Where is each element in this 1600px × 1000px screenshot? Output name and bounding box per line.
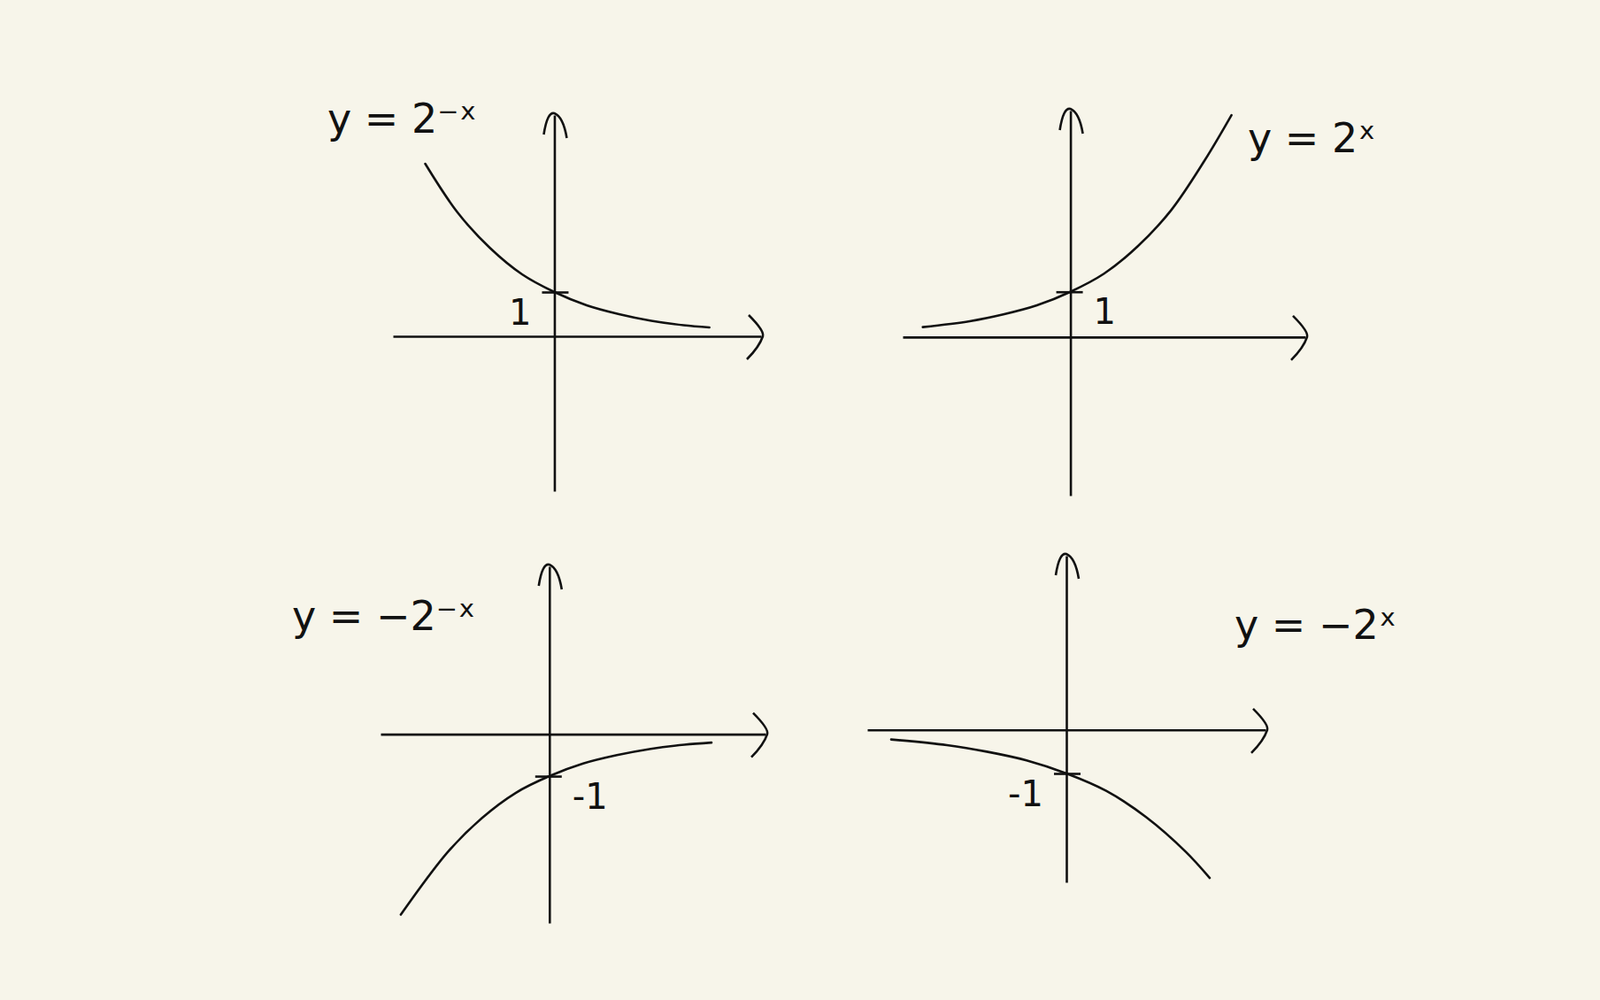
y-arrow xyxy=(1060,108,1084,134)
x-axis xyxy=(381,734,767,736)
y-axis: -1 xyxy=(1007,556,1081,884)
y-axis-line xyxy=(553,115,557,493)
y-arrow xyxy=(1055,553,1079,579)
y-arrow xyxy=(543,113,567,139)
y-tick-label: 1 xyxy=(508,292,531,333)
chart-panel: 1 y = 2ˣ xyxy=(903,108,1377,497)
x-arrow xyxy=(751,713,768,758)
x-arrow xyxy=(746,315,763,360)
x-axis-line xyxy=(903,336,1307,339)
y-axis-line xyxy=(1065,556,1069,884)
y-tick-label: 1 xyxy=(1093,291,1116,332)
x-arrow xyxy=(1291,315,1308,361)
chart-title: y = 2⁻ˣ xyxy=(327,94,477,143)
curve xyxy=(923,115,1232,328)
chart-title: y = 2ˣ xyxy=(1247,114,1377,162)
x-axis-line xyxy=(381,733,767,737)
y-tick-label: -1 xyxy=(1007,773,1044,815)
canvas: 1 y = 2⁻ˣ 1 y = 2ˣ -1 y = −2⁻ˣ -1 y = −2ˣ xyxy=(0,0,1600,1000)
x-axis-line xyxy=(393,335,762,339)
chart-title: y = −2ˣ xyxy=(1234,600,1397,649)
y-axis: 1 xyxy=(508,115,569,493)
plot-area xyxy=(400,742,712,915)
y-axis-line xyxy=(1069,111,1073,497)
y-axis: -1 xyxy=(535,567,608,924)
x-axis xyxy=(903,337,1307,339)
y-arrow xyxy=(538,564,562,590)
y-tick: 1 xyxy=(508,292,569,333)
x-arrow xyxy=(1251,708,1268,754)
chart-title: y = −2⁻ˣ xyxy=(292,592,477,640)
chart-panel: 1 y = 2⁻ˣ xyxy=(327,94,763,493)
y-axis-line xyxy=(548,567,552,924)
plot-area xyxy=(424,163,709,328)
y-tick: -1 xyxy=(1007,773,1081,815)
y-tick: -1 xyxy=(535,776,608,817)
curve xyxy=(891,739,1210,878)
chart-panel: -1 y = −2ˣ xyxy=(868,553,1398,884)
curve xyxy=(400,742,712,915)
x-axis xyxy=(393,336,762,338)
curve xyxy=(424,163,709,328)
y-axis: 1 xyxy=(1056,111,1116,497)
chart-panel: -1 y = −2⁻ˣ xyxy=(292,564,768,924)
y-tick-label: -1 xyxy=(572,776,608,817)
plot-area xyxy=(923,115,1232,328)
plot-area xyxy=(891,739,1210,878)
y-tick: 1 xyxy=(1056,291,1116,332)
